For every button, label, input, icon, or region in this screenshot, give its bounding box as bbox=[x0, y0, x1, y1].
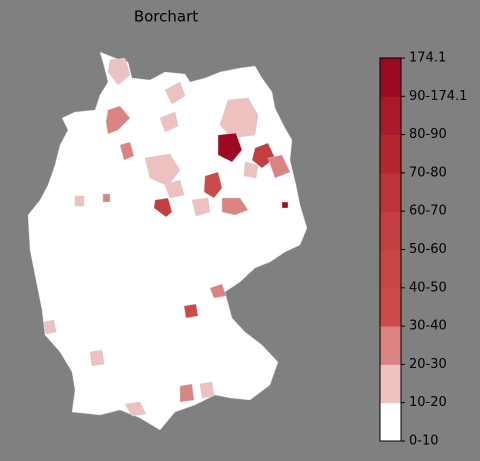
region bbox=[203, 171, 223, 199]
colorbar-segment bbox=[380, 249, 401, 289]
region bbox=[89, 349, 105, 367]
region bbox=[119, 141, 135, 161]
region bbox=[183, 303, 199, 319]
region bbox=[164, 81, 186, 105]
region bbox=[219, 97, 259, 139]
region bbox=[159, 111, 179, 133]
colorbar-segment bbox=[380, 172, 401, 212]
region bbox=[153, 197, 173, 218]
region bbox=[164, 179, 185, 199]
colorbar-label: 20-30 bbox=[409, 357, 447, 372]
colorbar-label: 60-70 bbox=[409, 204, 447, 219]
region bbox=[124, 401, 147, 417]
region bbox=[267, 154, 291, 179]
colorbar-segment bbox=[380, 134, 401, 174]
region bbox=[43, 319, 57, 335]
colorbar-label: 70-80 bbox=[409, 165, 447, 180]
region bbox=[144, 153, 181, 187]
germany-map bbox=[27, 51, 308, 431]
region bbox=[221, 197, 249, 216]
colorbar-label: 40-50 bbox=[409, 280, 447, 295]
colorbar-segment bbox=[380, 326, 401, 365]
region bbox=[191, 197, 211, 217]
region bbox=[105, 105, 131, 135]
region bbox=[217, 132, 243, 163]
colorbar: 0-10 10-20 20-30 30-40 40-50 50-60 60-70 70-80 8… bbox=[379, 51, 467, 449]
colorbar-segment bbox=[380, 211, 401, 250]
region bbox=[74, 195, 85, 207]
region bbox=[281, 201, 289, 209]
region bbox=[179, 383, 195, 403]
region bbox=[107, 57, 131, 86]
region bbox=[243, 161, 259, 179]
region bbox=[102, 193, 111, 203]
colorbar-label: 0-10 bbox=[409, 434, 439, 449]
colorbar-segment bbox=[380, 364, 401, 404]
colorbar-segment bbox=[380, 96, 401, 136]
colorbar-label: 90-174.1 bbox=[409, 89, 467, 104]
colorbar-segment bbox=[380, 58, 401, 97]
colorbar-label: 50-60 bbox=[409, 242, 447, 257]
map-title: Borchart bbox=[134, 8, 198, 26]
colorbar-label: 10-20 bbox=[409, 395, 447, 410]
colorbar-segment bbox=[380, 287, 401, 327]
colorbar-label: 174.1 bbox=[409, 51, 446, 66]
colorbar-label: 80-90 bbox=[409, 127, 447, 142]
colorbar-segment bbox=[380, 402, 401, 442]
region bbox=[199, 381, 215, 399]
region bbox=[209, 283, 227, 299]
colorbar-label: 30-40 bbox=[409, 319, 447, 334]
